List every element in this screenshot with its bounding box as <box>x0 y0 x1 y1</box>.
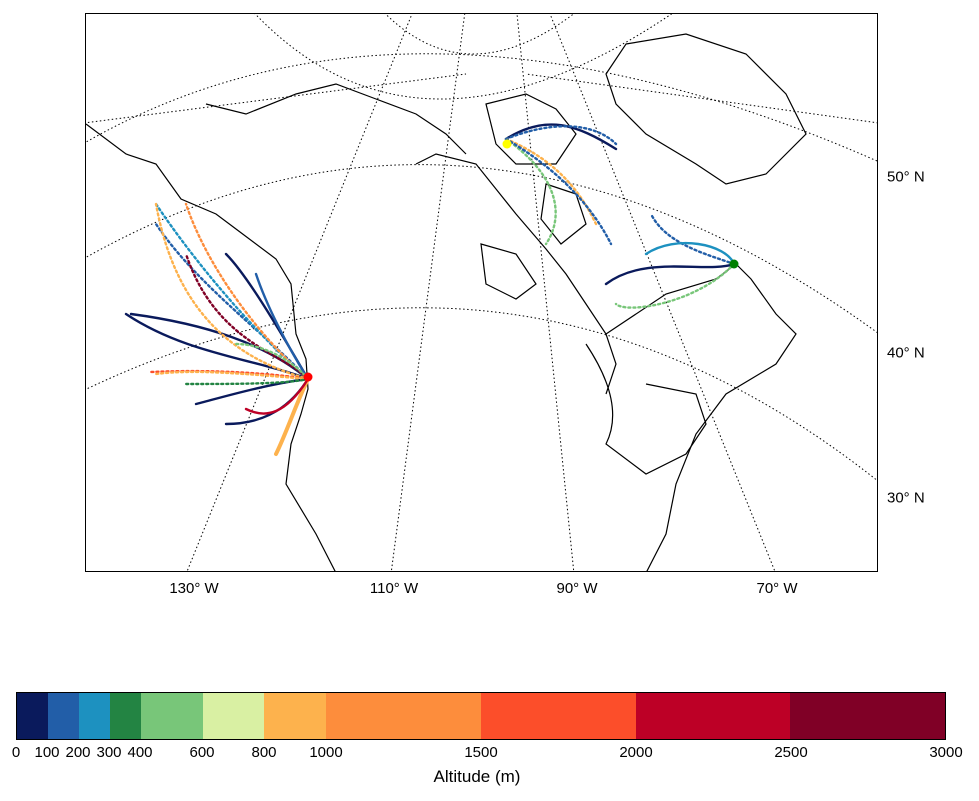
graticule-lon-90w <box>516 14 575 571</box>
colorbar-segment <box>47 693 79 739</box>
baffin-island <box>540 183 587 245</box>
trajectories-arctic <box>504 123 618 246</box>
inland-lakes <box>480 243 537 300</box>
graticule-lon-150w <box>86 73 467 124</box>
trajectory <box>244 377 310 415</box>
great-lakes <box>585 343 707 475</box>
lon-label-110w: 110° W <box>369 580 419 597</box>
altitude-colorbar <box>16 692 946 740</box>
trajectory <box>504 137 598 226</box>
hudson-bay-coast <box>415 153 617 395</box>
colorbar-segment <box>202 693 265 739</box>
greenland-coast <box>605 33 807 185</box>
graticule-latitudes <box>86 14 877 482</box>
trajectory <box>649 212 736 266</box>
coastlines <box>86 33 807 571</box>
trajectory <box>504 123 618 151</box>
labrador-source <box>729 259 739 269</box>
trajectory <box>644 241 736 266</box>
trajectory <box>504 137 557 246</box>
colorbar-segment <box>635 693 791 739</box>
colorbar-tick-label: 300 <box>96 744 122 761</box>
map-canvas <box>86 14 877 571</box>
graticule-lon-110w <box>390 14 466 571</box>
colorbar-tick-label: 400 <box>127 744 153 761</box>
colorbar-tick-label: 2500 <box>774 744 808 761</box>
colorbar-tick-label: 1000 <box>309 744 343 761</box>
trajectory <box>504 137 613 246</box>
trajectory <box>614 262 736 309</box>
colorbar-tick-label: 200 <box>65 744 91 761</box>
colorbar-tick-label: 800 <box>251 744 277 761</box>
arctic-coastline <box>205 83 467 155</box>
trajectories-west <box>124 202 310 456</box>
lon-label-90w: 90° W <box>556 580 598 597</box>
colorbar-segment <box>480 693 636 739</box>
colorbar-label: Altitude (m) <box>433 767 521 786</box>
trajectory <box>604 262 736 286</box>
colorbar-tick-label: 1500 <box>464 744 498 761</box>
colorbar-segment <box>78 693 110 739</box>
colorbar-tick-label: 600 <box>189 744 215 761</box>
graticule-lon-70w <box>549 14 776 571</box>
colorbar-segment <box>140 693 203 739</box>
graticule-lon-50w <box>525 73 877 124</box>
trajectory <box>154 202 310 381</box>
atlantic-coastline <box>605 263 797 571</box>
graticule-lat-70 <box>384 14 575 55</box>
lon-label-70w: 70° W <box>756 580 798 597</box>
colorbar-segment <box>17 693 48 739</box>
map-panel <box>85 13 878 572</box>
trajectory <box>184 377 310 386</box>
pacific-coastline <box>86 123 336 571</box>
colorbar-tick-label: 100 <box>34 744 60 761</box>
graticule-lat-40 <box>86 164 877 334</box>
colorbar-tick-label: 0 <box>11 744 21 761</box>
trajectories-labrador <box>604 212 736 309</box>
trajectory <box>254 272 310 381</box>
colorbar-segment <box>264 693 327 739</box>
colorbar-tick-label: 3000 <box>929 744 963 761</box>
trajectory <box>184 252 310 381</box>
colorbar-segment <box>326 693 481 739</box>
lat-label-30n: 30° N <box>887 489 925 507</box>
trajectory <box>504 125 618 146</box>
lat-label-40n: 40° N <box>887 344 925 362</box>
trajectory <box>234 342 310 381</box>
lon-label-130w: 130° W <box>169 580 219 597</box>
colorbar-tick-label: 2000 <box>619 744 653 761</box>
lat-label-50n: 50° N <box>887 168 925 186</box>
trajectory <box>154 370 310 381</box>
west-coast-source <box>303 372 313 382</box>
graticule-lon-130w <box>186 14 413 571</box>
trajectory <box>154 222 310 381</box>
graticule-lat-30 <box>86 307 877 482</box>
graticule-lat-60 <box>254 14 673 100</box>
colorbar-segment <box>109 693 141 739</box>
graticule-lat-50 <box>86 53 877 162</box>
arctic-source <box>502 139 512 149</box>
arctic-islands <box>485 93 577 165</box>
trajectory <box>274 377 310 456</box>
colorbar-segment <box>790 693 945 739</box>
